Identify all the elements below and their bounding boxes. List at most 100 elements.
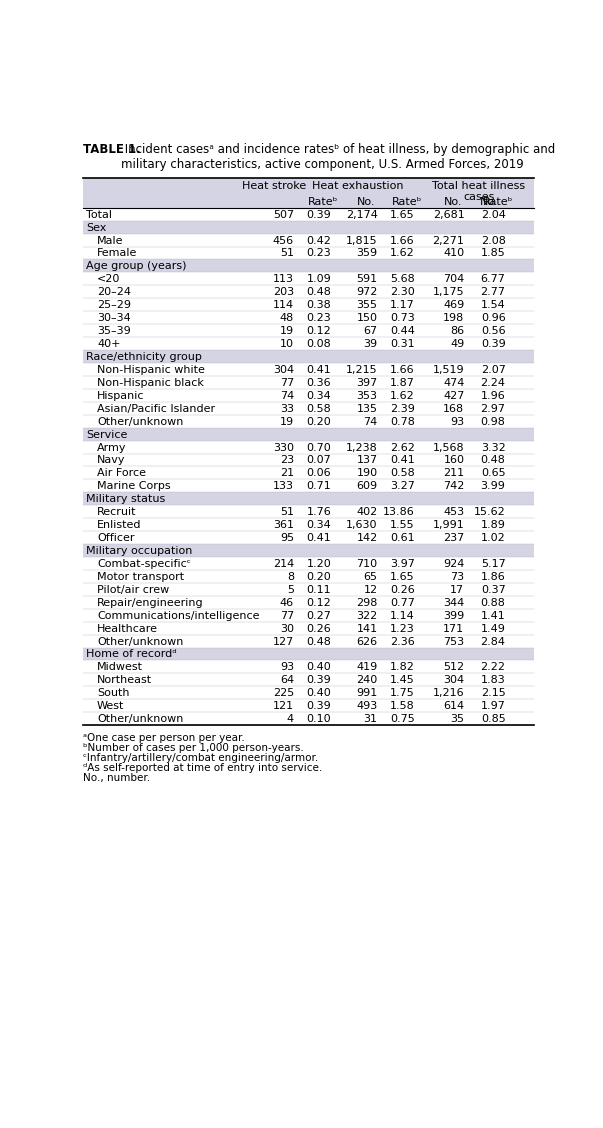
Text: 298: 298: [356, 598, 377, 608]
Text: 6.77: 6.77: [481, 274, 505, 284]
Text: 46: 46: [280, 598, 294, 608]
Text: 0.77: 0.77: [390, 598, 415, 608]
Text: 614: 614: [443, 702, 464, 712]
Text: 0.41: 0.41: [306, 364, 331, 374]
Text: 0.39: 0.39: [306, 702, 331, 712]
Text: 0.07: 0.07: [306, 456, 331, 466]
Text: Combat-specificᶜ: Combat-specificᶜ: [97, 559, 191, 569]
Text: 93: 93: [450, 416, 464, 426]
Text: 0.40: 0.40: [306, 662, 331, 672]
Text: 1.75: 1.75: [390, 688, 415, 698]
Text: Military status: Military status: [86, 494, 165, 504]
Text: 507: 507: [273, 210, 294, 220]
Text: 1.65: 1.65: [390, 572, 415, 582]
Text: 19: 19: [280, 326, 294, 336]
Text: Incident casesᵃ and incidence ratesᵇ of heat illness, by demographic and
militar: Incident casesᵃ and incidence ratesᵇ of …: [121, 143, 555, 171]
Text: 626: 626: [356, 636, 377, 646]
Text: Officer: Officer: [97, 534, 134, 543]
Text: 2.77: 2.77: [481, 288, 505, 298]
Text: 17: 17: [450, 584, 464, 594]
Text: 0.65: 0.65: [481, 468, 505, 478]
Text: ᵇNumber of cases per 1,000 person-years.: ᵇNumber of cases per 1,000 person-years.: [83, 743, 304, 752]
Text: 1.65: 1.65: [390, 210, 415, 220]
Text: 924: 924: [443, 559, 464, 569]
Text: 2.04: 2.04: [481, 210, 505, 220]
Text: 0.11: 0.11: [306, 584, 331, 594]
Text: 456: 456: [273, 236, 294, 246]
Text: 127: 127: [273, 636, 294, 646]
Text: 35: 35: [450, 714, 464, 724]
Text: Rateᵇ: Rateᵇ: [482, 197, 513, 206]
Text: 33: 33: [280, 404, 294, 414]
Text: 21: 21: [280, 468, 294, 478]
Text: 2.07: 2.07: [481, 364, 505, 374]
Text: No.: No.: [444, 197, 462, 206]
Text: 1.89: 1.89: [481, 520, 505, 530]
Text: 31: 31: [364, 714, 377, 724]
Text: Military occupation: Military occupation: [86, 546, 192, 556]
Text: 304: 304: [443, 676, 464, 686]
Text: 171: 171: [443, 624, 464, 634]
Text: 410: 410: [443, 248, 464, 258]
Text: 39: 39: [364, 340, 377, 349]
Text: 8: 8: [287, 572, 294, 582]
Text: 0.44: 0.44: [390, 326, 415, 336]
Text: Heat stroke: Heat stroke: [242, 180, 306, 191]
Text: 361: 361: [273, 520, 294, 530]
Text: Male: Male: [97, 236, 124, 246]
Text: Rateᵇ: Rateᵇ: [308, 197, 338, 206]
Text: 1,815: 1,815: [346, 236, 377, 246]
Bar: [83, 259, 534, 273]
Text: Other/unknown: Other/unknown: [97, 714, 183, 724]
Bar: [83, 178, 534, 208]
Text: 344: 344: [443, 598, 464, 608]
Text: 240: 240: [356, 676, 377, 686]
Text: 214: 214: [273, 559, 294, 569]
Text: Home of recordᵈ: Home of recordᵈ: [86, 650, 177, 660]
Text: 1,238: 1,238: [346, 442, 377, 452]
Text: 0.12: 0.12: [306, 598, 331, 608]
Text: 0.88: 0.88: [481, 598, 505, 608]
Text: Rateᵇ: Rateᵇ: [392, 197, 422, 206]
Text: TABLE 1.: TABLE 1.: [83, 143, 141, 156]
Text: 591: 591: [356, 274, 377, 284]
Text: 427: 427: [443, 390, 464, 400]
Text: 40+: 40+: [97, 340, 121, 349]
Text: 353: 353: [356, 390, 377, 400]
Text: 0.08: 0.08: [306, 340, 331, 349]
Text: 1.62: 1.62: [390, 390, 415, 400]
Text: 190: 190: [356, 468, 377, 478]
Text: 0.48: 0.48: [306, 288, 331, 298]
Text: 95: 95: [280, 534, 294, 543]
Text: 1.54: 1.54: [481, 300, 505, 310]
Text: Other/unknown: Other/unknown: [97, 416, 183, 426]
Text: 113: 113: [273, 274, 294, 284]
Text: 0.73: 0.73: [390, 314, 415, 323]
Bar: [83, 544, 534, 557]
Text: 0.56: 0.56: [481, 326, 505, 336]
Text: 399: 399: [443, 610, 464, 620]
Text: 474: 474: [443, 378, 464, 388]
Text: 1.87: 1.87: [390, 378, 415, 388]
Text: 2,174: 2,174: [346, 210, 377, 220]
Text: 0.71: 0.71: [306, 482, 331, 492]
Text: 0.48: 0.48: [481, 456, 505, 466]
Text: 3.99: 3.99: [481, 482, 505, 492]
Text: 0.20: 0.20: [306, 572, 331, 582]
Text: 1.82: 1.82: [390, 662, 415, 672]
Text: Marine Corps: Marine Corps: [97, 482, 171, 492]
Text: 23: 23: [280, 456, 294, 466]
Text: 0.98: 0.98: [481, 416, 505, 426]
Text: 30: 30: [280, 624, 294, 634]
Text: 0.41: 0.41: [306, 534, 331, 543]
Text: Heat exhaustion: Heat exhaustion: [312, 180, 403, 191]
Bar: [83, 492, 534, 505]
Text: 86: 86: [450, 326, 464, 336]
Text: 2.39: 2.39: [390, 404, 415, 414]
Text: 2,681: 2,681: [433, 210, 464, 220]
Text: 0.27: 0.27: [306, 610, 331, 620]
Text: 493: 493: [356, 702, 377, 712]
Text: 0.41: 0.41: [390, 456, 415, 466]
Text: 0.06: 0.06: [306, 468, 331, 478]
Text: 0.78: 0.78: [390, 416, 415, 426]
